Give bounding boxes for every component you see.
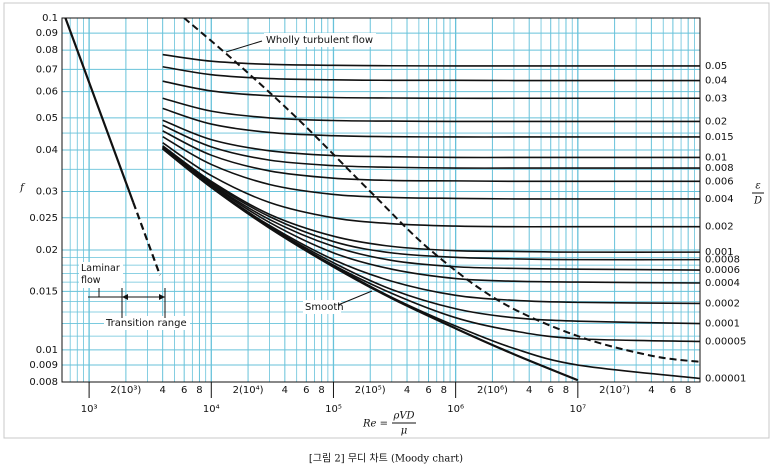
laminar-line <box>64 18 135 203</box>
roughness-curve <box>162 65 700 82</box>
smooth-curve <box>161 147 579 382</box>
x-tick-label: 6 <box>548 385 554 396</box>
x-tick-label: 8 <box>441 385 447 396</box>
annotation-background <box>104 316 190 330</box>
caption: [그림 2] 무디 차트 (Moody chart) <box>309 453 463 465</box>
figure-frame <box>3 2 770 439</box>
series-label: 0.0004 <box>705 278 740 289</box>
x-tick-label: 10⁶ <box>447 404 464 415</box>
x-tick-label: 2(10⁵) <box>355 385 386 396</box>
series-label: 0.0006 <box>705 265 740 276</box>
roughness-curve <box>162 97 700 123</box>
laminar-annotation: Laminar flow <box>79 262 123 288</box>
series-label: 0.00005 <box>705 336 746 347</box>
annotation-background <box>303 300 341 314</box>
x-tick-label: 4 <box>159 385 165 396</box>
series-label: 0.05 <box>705 61 727 72</box>
transition-line <box>132 202 161 276</box>
roughness-curve <box>162 145 700 261</box>
series-label: 0.01 <box>705 152 727 163</box>
series-label: 0.0002 <box>705 298 740 309</box>
series-label: 0.03 <box>705 93 727 104</box>
x-tick-label: 2(10³) <box>110 385 141 396</box>
y-tick-label: 0.07 <box>36 64 58 75</box>
x-tick-label: 4 <box>404 385 410 396</box>
series-label: 0.02 <box>705 116 727 127</box>
y-tick-label: 0.04 <box>36 145 58 156</box>
y-tick-label: 0.09 <box>36 28 58 39</box>
series-label: 0.015 <box>705 132 734 143</box>
x-tick-label: 6 <box>181 385 187 396</box>
labels: 0.008 0.009 0.01 0.015 0.02 0.025 0.03 0.04 0.05… <box>29 13 746 415</box>
x-tick-label: 8 <box>318 385 324 396</box>
roughness-curve <box>162 147 700 380</box>
series-label: 0.008 <box>705 163 734 174</box>
leader-line <box>225 40 263 53</box>
x-tick-label: 10³ <box>81 404 98 415</box>
x-tick-label: 4 <box>282 385 288 396</box>
y-tick-label: 0.06 <box>36 87 58 98</box>
roughness-curve <box>162 146 700 284</box>
annotation: Smooth <box>305 302 344 313</box>
roughness-curve <box>162 53 700 67</box>
y-tick-label: 0.05 <box>36 113 58 124</box>
y-tick-label: 0.01 <box>36 345 58 356</box>
annotation-background <box>264 33 376 47</box>
x-axis-label-prefix: Re = <box>362 419 388 430</box>
y-tick-label: 0.015 <box>29 286 58 297</box>
roughness-curve <box>162 119 700 159</box>
series-label: 0.006 <box>705 176 734 187</box>
x-tick-label: 4 <box>526 385 532 396</box>
curves <box>64 18 700 382</box>
roughness-curve <box>162 142 700 228</box>
x-axis-label-numerator: ρVD <box>392 411 414 422</box>
series-label: 0.004 <box>705 194 734 205</box>
roughness-curve <box>162 147 700 325</box>
y-tick-label: 0.02 <box>36 245 58 256</box>
x-tick-label: 6 <box>303 385 309 396</box>
x-tick-label: 2(10⁶) <box>477 385 508 396</box>
x-axis-label-denominator: μ <box>401 426 408 437</box>
roughness-curve <box>162 135 700 200</box>
wholly-turbulent-line <box>183 18 700 363</box>
y-tick-label: 0.025 <box>29 213 58 224</box>
y2-label-denominator: D <box>753 196 762 207</box>
x-tick-label: 10⁴ <box>203 404 220 415</box>
leader-line <box>337 290 373 306</box>
x-tick-label: 2(10⁴) <box>233 385 264 396</box>
annotation: Transition range <box>105 318 187 329</box>
plot-frame <box>61 17 701 383</box>
roughness-curve <box>162 80 700 100</box>
x-tick-label: 8 <box>685 385 691 396</box>
series-label: 0.00001 <box>705 373 746 384</box>
x-tick-label: 10⁵ <box>325 404 342 415</box>
roughness-curve <box>162 146 700 271</box>
x-tick-label: 6 <box>670 385 676 396</box>
y2-label-numerator: ε <box>755 181 760 192</box>
series-label: 0.04 <box>705 76 727 87</box>
series-label: 0.0008 <box>705 255 740 266</box>
x-tick-label: 10⁷ <box>569 404 586 415</box>
y-tick-label: 0.03 <box>36 187 58 198</box>
series-label: 0.0001 <box>705 319 740 330</box>
roughness-curve <box>162 107 700 138</box>
x-tick-label: 8 <box>563 385 569 396</box>
x-tick-label: 6 <box>425 385 431 396</box>
annotation: Wholly turbulent flow <box>266 35 373 46</box>
roughness-curve <box>162 124 700 169</box>
y-tick-label: 0.008 <box>29 377 58 388</box>
roughness-curve <box>162 145 700 253</box>
series-label: 0.001 <box>705 247 734 258</box>
y-axis-label: f <box>19 183 26 194</box>
x-tick-label: 8 <box>196 385 202 396</box>
y-tick-label: 0.009 <box>29 360 58 371</box>
y-tick-label: 0.1 <box>42 13 58 24</box>
y-tick-label: 0.08 <box>36 45 58 56</box>
roughness-curve <box>162 130 700 183</box>
series-label: 0.002 <box>705 222 734 233</box>
x-tick-label: 2(10⁷) <box>599 385 630 396</box>
x-tick-label: 4 <box>648 385 654 396</box>
